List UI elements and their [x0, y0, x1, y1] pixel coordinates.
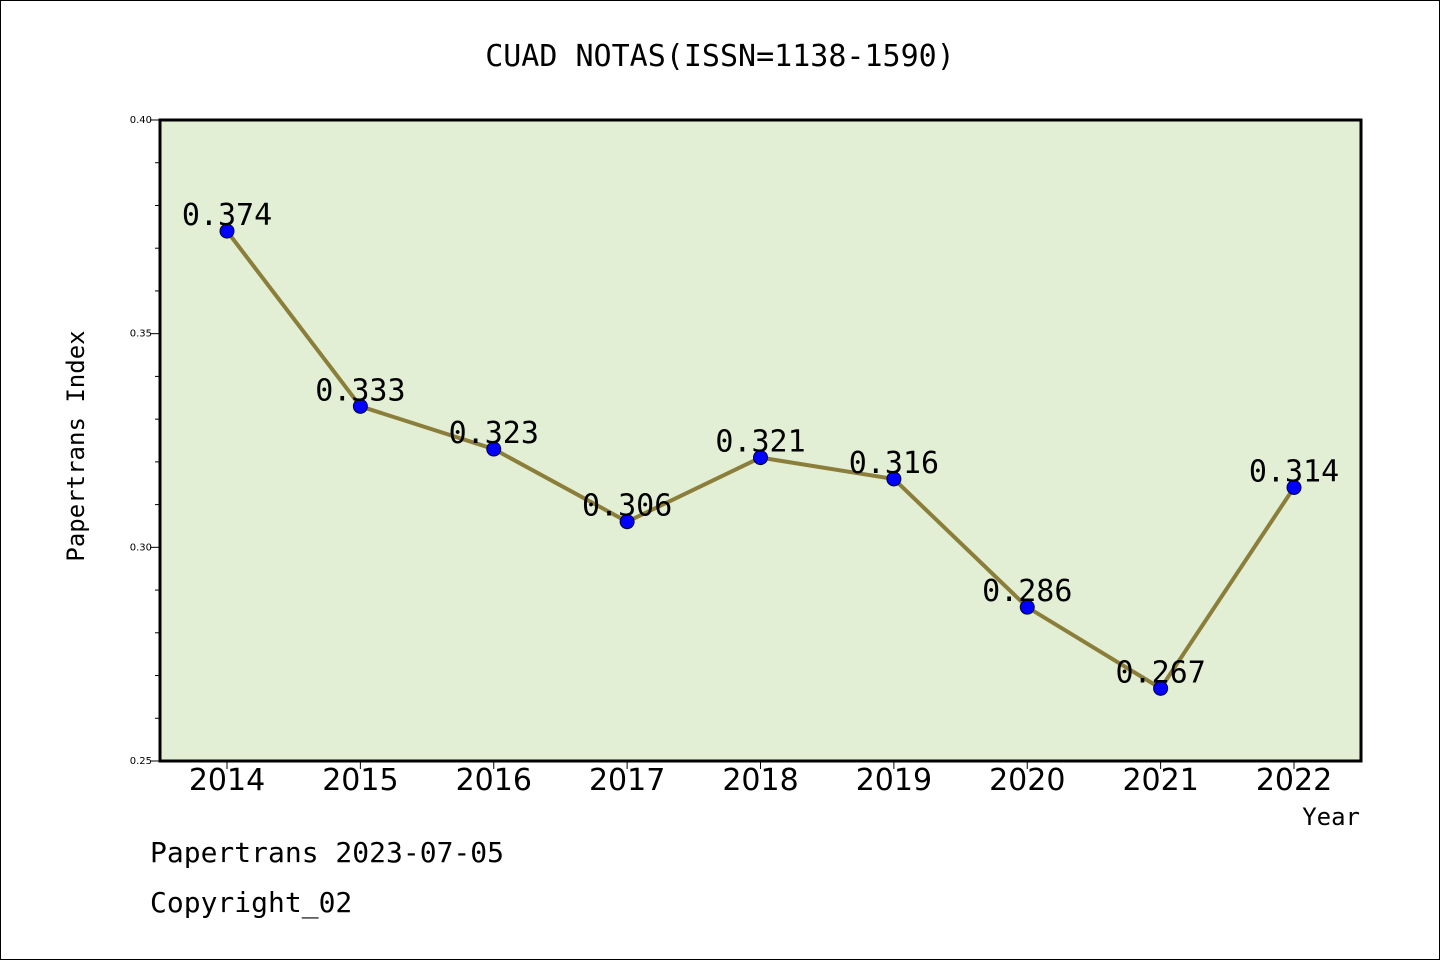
- series-markers: [219, 223, 1302, 696]
- data-label: 0.316: [849, 446, 939, 481]
- y-tick-label: 0.25: [130, 756, 152, 767]
- data-point: [486, 441, 502, 457]
- x-axis-title: Year: [1302, 803, 1360, 831]
- data-point: [1019, 599, 1035, 615]
- data-point: [219, 223, 235, 239]
- data-labels: 0.374 0.333 0.323 0.306 0.321 0.316 0.286 0.267…: [182, 198, 1339, 690]
- data-label: 0.286: [982, 574, 1072, 609]
- data-point: [619, 514, 635, 530]
- plot-area: [158, 118, 1363, 763]
- x-tick-label: 2015: [322, 763, 398, 798]
- data-point: [886, 471, 902, 487]
- y-axis-title: Papertrans Index: [62, 330, 90, 561]
- y-axis: 0.25 0.30 0.35 0.40: [130, 115, 160, 767]
- chart-title: CUAD NOTAS(ISSN=1138-1590): [485, 39, 955, 74]
- x-tick-label: 2021: [1122, 763, 1198, 798]
- x-tick-label: 2019: [856, 763, 932, 798]
- x-tick-label: 2022: [1256, 763, 1332, 798]
- data-point: [1286, 480, 1302, 496]
- data-label: 0.314: [1249, 455, 1339, 490]
- x-tick-label: 2016: [456, 763, 532, 798]
- x-tick-label: 2014: [189, 763, 265, 798]
- data-label: 0.333: [315, 373, 405, 408]
- x-tick-label: 2017: [589, 763, 665, 798]
- x-tick-label: 2018: [722, 763, 798, 798]
- data-point: [352, 398, 368, 414]
- y-tick-label: 0.30: [130, 542, 152, 553]
- data-point: [753, 450, 768, 466]
- data-label: 0.323: [449, 416, 539, 451]
- data-point: [1153, 680, 1169, 696]
- y-tick-label: 0.40: [130, 115, 152, 126]
- footer-date: Papertrans 2023-07-05: [150, 836, 505, 869]
- footer-copyright: Copyright_02: [150, 886, 353, 919]
- data-label: 0.321: [715, 425, 805, 460]
- x-axis: 2014 2015 2016 2017 2018 2019 2020 2021 2022: [189, 761, 1332, 798]
- data-label: 0.374: [182, 198, 272, 233]
- x-tick-label: 2020: [989, 763, 1065, 798]
- y-tick-label: 0.35: [130, 329, 152, 340]
- data-label: 0.267: [1115, 655, 1205, 690]
- data-label: 0.306: [582, 489, 672, 524]
